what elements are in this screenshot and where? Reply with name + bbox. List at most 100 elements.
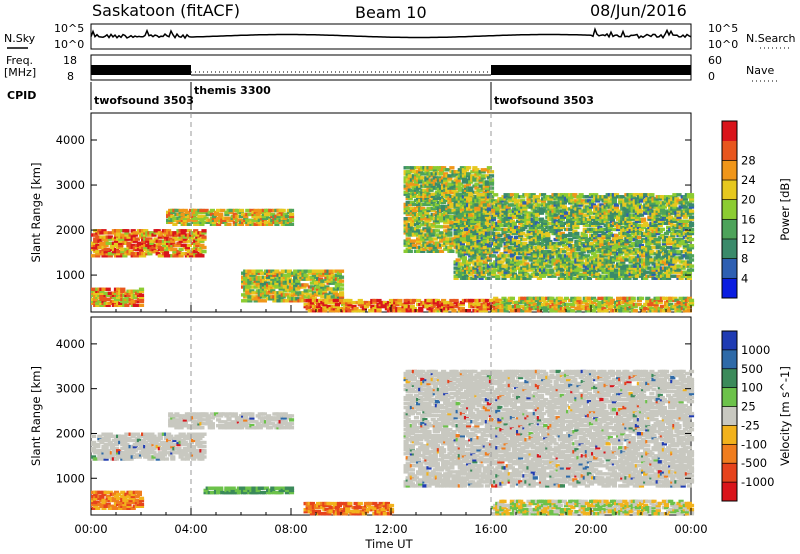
echo-cell [641,250,647,254]
echo-cell [443,309,449,313]
echo-cell [551,274,557,278]
echo-cell [293,269,299,273]
echo-cell [93,299,99,303]
echo-cell [420,223,426,227]
echo-cell [501,199,507,203]
echo-cell [647,199,653,203]
echo-cell [103,239,109,243]
echo-cell [601,207,607,211]
echo-cell [507,239,513,244]
echo-cell [611,252,617,256]
echo-cell [338,269,345,273]
echo-cell [263,281,270,285]
echo-cell [486,252,492,256]
echo-cell [174,237,180,241]
echo-cell [151,247,157,252]
echo-cell [403,239,409,243]
echo-cell [413,182,420,186]
echo-cell [309,285,315,289]
echo-cell [599,229,605,234]
echo-cell [122,301,128,305]
echo-cell [461,239,467,244]
echo-cell [476,270,482,274]
echo-cell [538,252,545,256]
echo-cell [503,195,509,199]
echo-cell [474,207,480,211]
echo-cell [463,201,470,205]
echo-cell [574,231,580,236]
echo-cell [626,221,632,225]
echo-cell [449,298,455,303]
echo-cell [528,274,534,278]
echo-cell [151,245,157,250]
echo-cell [582,268,588,272]
echo-cell [626,219,632,223]
echo-cell [630,242,636,246]
echo-cell [543,223,549,227]
echo-cell [451,309,457,313]
echo-cell [482,248,488,252]
echo-cell [522,209,528,213]
echo-cell [409,223,415,227]
echo-cell [482,262,488,266]
echo-cell [570,209,576,213]
echo-cell [307,289,313,293]
echo-cell [288,208,295,213]
echo-cell [634,201,640,205]
echo-cell [420,229,426,233]
echo-cell [470,233,476,238]
echo-cell [228,210,234,215]
echo-cell [616,258,622,262]
echo-cell [420,190,426,194]
echo-cell [547,274,553,278]
echo-cell [495,274,501,278]
echo-cell [441,304,447,309]
echo-cell [455,237,461,242]
echo-cell [445,188,451,192]
echo-cell [470,248,476,252]
noise-trace [90,26,692,40]
echo-cell [193,220,199,224]
echo-cell [484,205,490,209]
echo-cell [443,300,449,305]
noise-left-tick-top: 10^5 [54,22,84,35]
frequency-trace [91,65,691,76]
echo-cell [253,285,259,289]
echo-cell [159,247,165,252]
echo-cell [576,207,582,211]
echo-cell [459,209,465,213]
echo-cell [426,202,432,207]
echo-cell [447,227,453,231]
echo-cell [480,193,486,197]
echo-cell [247,297,253,301]
echo-cell [474,174,480,178]
echo-cell [268,291,274,295]
echo-cell [288,218,295,222]
echo-cell [591,268,597,272]
echo-cell [582,209,588,213]
echo-cell [516,250,522,254]
echo-cell [457,186,463,190]
echo-cell [528,195,534,199]
echo-cell [93,291,99,295]
echo-cell [274,293,280,297]
echo-cell [666,266,672,270]
echo-cell [543,262,549,266]
echo-cell [666,246,672,250]
echo-cell [351,304,357,309]
echo-cell [649,193,655,197]
echo-cell [530,193,536,197]
echo-cell [422,227,428,231]
echo-cell [522,270,528,274]
echo-cell [120,247,126,252]
echo-cell [597,268,603,272]
echo-cell [641,260,647,264]
echo-cell [168,237,174,241]
echo-cell [557,219,563,223]
echo-cell [297,269,303,273]
echo-cell [561,195,567,199]
echo-cell [561,235,567,240]
echo-cell [643,199,649,203]
echo-cell [547,239,553,244]
echo-cell [474,205,480,209]
